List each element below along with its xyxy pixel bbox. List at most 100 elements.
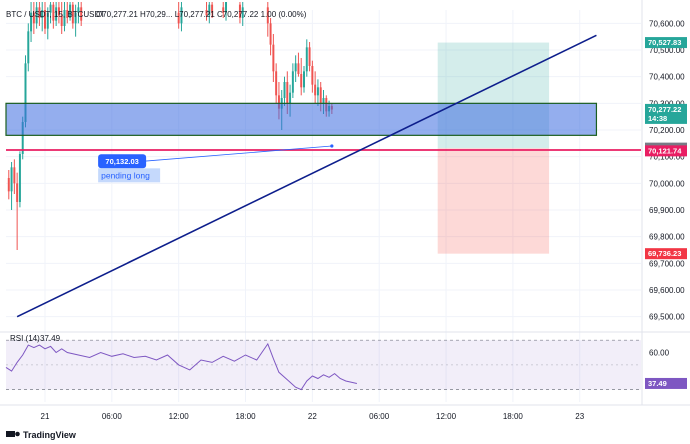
candle-body xyxy=(266,7,269,24)
candle[interactable] xyxy=(55,2,58,26)
candle[interactable] xyxy=(71,2,74,29)
candle[interactable] xyxy=(27,23,30,72)
candle-body xyxy=(177,12,180,24)
candle[interactable] xyxy=(41,2,44,32)
chart-header-symbol[interactable]: BTC / USDT, 15, BTCUSDT xyxy=(6,10,105,19)
pending-long-note[interactable]: pending long xyxy=(98,168,161,183)
price-axis-badge-background xyxy=(645,248,687,260)
candle-body xyxy=(63,10,66,26)
candle[interactable] xyxy=(13,159,16,194)
candle[interactable] xyxy=(10,162,13,210)
candle-body xyxy=(297,63,300,74)
price-axis-badge[interactable]: 70,121.74 xyxy=(645,145,687,157)
time-tick-label: 21 xyxy=(41,412,50,421)
candle[interactable] xyxy=(291,63,294,98)
measure-anchor-point[interactable] xyxy=(330,144,334,148)
candle[interactable] xyxy=(294,55,297,82)
measure-label-badge[interactable] xyxy=(98,154,147,169)
candle-body xyxy=(74,12,77,24)
candle-body xyxy=(311,66,314,85)
candle[interactable] xyxy=(77,2,80,24)
candle[interactable] xyxy=(303,66,305,93)
candle[interactable] xyxy=(211,2,214,18)
candle[interactable] xyxy=(57,2,60,24)
candle[interactable] xyxy=(46,7,49,40)
candle-body xyxy=(291,71,294,93)
pending-long-note-text: pending long xyxy=(101,170,150,180)
tradingview-logo[interactable]: TradingView xyxy=(6,430,77,440)
rsi-line[interactable] xyxy=(5,342,358,391)
price-axis-badge[interactable]: 70,527.83 xyxy=(645,37,687,49)
candle[interactable] xyxy=(305,39,308,77)
candle-body xyxy=(305,47,308,72)
candle[interactable] xyxy=(316,79,319,106)
price-axis-badge-background xyxy=(645,145,687,157)
candle-body xyxy=(205,10,208,16)
rsi-value-badge[interactable] xyxy=(645,377,687,389)
price-tick-label: 70,600.00 xyxy=(649,19,685,28)
candle[interactable] xyxy=(80,2,83,26)
candle[interactable] xyxy=(308,42,311,72)
candle[interactable] xyxy=(297,52,300,77)
price-tick-label: 69,600.00 xyxy=(649,286,685,295)
brand-label: TradingView xyxy=(23,430,77,440)
tv-logo-icon xyxy=(6,431,15,437)
candle-body xyxy=(66,10,69,18)
price-axis[interactable]: 70,600.0070,500.0070,400.0070,300.0070,2… xyxy=(645,19,687,322)
candle[interactable] xyxy=(35,2,38,29)
candle[interactable] xyxy=(60,2,63,34)
price-tick-label: 70,100.00 xyxy=(649,153,685,162)
time-axis[interactable]: 21 06:00 12:00 18:00 22 06:00 12:00 18:00 23 xyxy=(41,412,585,421)
candle-body xyxy=(69,4,72,19)
candle[interactable] xyxy=(43,2,46,34)
candle[interactable] xyxy=(205,2,208,21)
support-zone-rectangle[interactable] xyxy=(5,102,598,136)
candle[interactable] xyxy=(69,2,72,21)
candle[interactable] xyxy=(275,63,278,104)
candle[interactable] xyxy=(225,2,228,21)
candle[interactable] xyxy=(177,2,180,29)
price-axis-badge[interactable]: 69,736.23 xyxy=(645,248,687,260)
price-tick-label: 70,400.00 xyxy=(649,73,685,82)
candle[interactable] xyxy=(238,2,241,24)
drawings[interactable]: 70,132.03 pending long xyxy=(5,34,641,318)
candle[interactable] xyxy=(74,4,77,37)
candle[interactable] xyxy=(300,58,303,96)
candle[interactable] xyxy=(30,2,33,42)
candle[interactable] xyxy=(16,172,19,250)
candle[interactable] xyxy=(311,60,314,93)
measure-connector-line xyxy=(144,145,332,162)
candle[interactable] xyxy=(283,76,286,106)
candle[interactable] xyxy=(269,18,272,56)
candle-body xyxy=(57,7,60,16)
candle[interactable] xyxy=(38,2,41,26)
candle-body xyxy=(286,82,289,104)
candle[interactable] xyxy=(208,2,211,24)
candle[interactable] xyxy=(266,2,269,37)
candle[interactable] xyxy=(32,2,35,34)
candle[interactable] xyxy=(222,2,225,18)
candle-body xyxy=(77,7,80,13)
candle[interactable] xyxy=(63,2,66,32)
candle[interactable] xyxy=(7,170,10,200)
price-axis-badge-background xyxy=(645,103,687,124)
candle[interactable] xyxy=(272,34,275,82)
chart-header-ohlc: O70,277.21 H70,29... L70,277.21 C70,277.… xyxy=(96,10,307,19)
candle-body xyxy=(35,7,38,24)
candle[interactable] xyxy=(66,2,69,24)
price-tick-label: 70,200.00 xyxy=(649,126,685,135)
candle-body xyxy=(208,4,211,16)
trendline[interactable] xyxy=(16,34,597,318)
long-position-stop-box[interactable] xyxy=(437,148,550,254)
candle[interactable] xyxy=(49,2,52,24)
candle[interactable] xyxy=(241,2,244,26)
candle-body xyxy=(316,87,319,96)
candle[interactable] xyxy=(180,2,183,32)
candle[interactable] xyxy=(18,151,21,208)
candle-body xyxy=(80,7,83,21)
candle[interactable] xyxy=(314,71,317,104)
candle[interactable] xyxy=(52,2,55,29)
